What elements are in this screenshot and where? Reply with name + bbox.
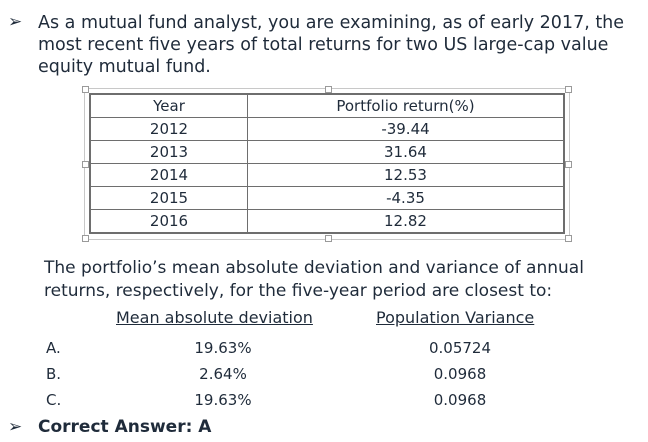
resize-handle-top-mid[interactable] xyxy=(325,86,332,93)
header-portfolio-return: Portfolio return(%) xyxy=(247,93,565,118)
table-row: 2014 12.53 xyxy=(89,163,565,187)
table-row: 2015 -4.35 xyxy=(89,186,565,210)
question-text: As a mutual fund analyst, you are examin… xyxy=(38,13,625,77)
table-header-row: Year Portfolio return(%) xyxy=(89,93,565,118)
resize-handle-bottom-right[interactable] xyxy=(565,235,572,242)
resize-handle-mid-left[interactable] xyxy=(82,161,89,168)
option-mad-value: 19.63% xyxy=(194,339,252,357)
resize-handle-bottom-mid[interactable] xyxy=(325,235,332,242)
option-variance-value: 0.0968 xyxy=(433,391,487,409)
question-stem: The portfolio’s mean absolute deviation … xyxy=(44,258,584,301)
bullet-arrow-icon: ➢ xyxy=(8,417,23,437)
header-mean-absolute-deviation: Mean absolute deviation xyxy=(116,308,313,327)
year-cell: 2016 xyxy=(89,209,248,234)
year-cell: 2014 xyxy=(89,163,248,187)
bullet-arrow-icon: ➢ xyxy=(8,12,23,32)
return-cell: -4.35 xyxy=(247,186,565,210)
option-variance-value: 0.0968 xyxy=(433,365,487,383)
resize-handle-top-right[interactable] xyxy=(565,86,572,93)
option-letter: B. xyxy=(46,365,62,383)
option-letter: A. xyxy=(46,339,61,357)
correct-answer: Correct Answer: A xyxy=(38,417,212,437)
return-cell: 12.53 xyxy=(247,163,565,187)
year-cell: 2012 xyxy=(89,117,248,141)
option-mad-value: 2.64% xyxy=(199,365,247,383)
returns-table: Year Portfolio return(%) 2012 -39.44 201… xyxy=(89,93,565,234)
return-cell: 12.82 xyxy=(247,209,565,234)
year-cell: 2013 xyxy=(89,140,248,164)
table-row: 2012 -39.44 xyxy=(89,117,565,141)
table-row: 2013 31.64 xyxy=(89,140,565,164)
table-row: 2016 12.82 xyxy=(89,209,565,234)
return-cell: 31.64 xyxy=(247,140,565,164)
resize-handle-bottom-left[interactable] xyxy=(82,235,89,242)
return-cell: -39.44 xyxy=(247,117,565,141)
header-year: Year xyxy=(89,93,248,118)
resize-handle-top-left[interactable] xyxy=(82,86,89,93)
year-cell: 2015 xyxy=(89,186,248,210)
resize-handle-mid-right[interactable] xyxy=(565,161,572,168)
option-mad-value: 19.63% xyxy=(194,391,252,409)
option-letter: C. xyxy=(46,391,62,409)
header-population-variance: Population Variance xyxy=(376,308,535,327)
returns-table-frame[interactable]: Year Portfolio return(%) 2012 -39.44 201… xyxy=(82,86,572,242)
option-variance-value: 0.05724 xyxy=(428,339,492,357)
